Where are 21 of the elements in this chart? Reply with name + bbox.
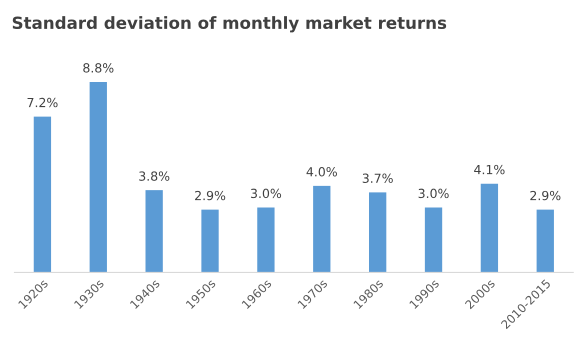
bar [34,116,52,272]
bar [257,207,275,272]
bar [90,82,107,272]
data-label: 2.9% [195,190,226,200]
bar [201,210,219,272]
data-label: 3.0% [250,188,282,198]
data-label: 4.0% [306,167,337,176]
data-label: 8.8% [83,63,114,73]
bar [368,192,386,272]
bar [313,186,330,272]
data-label: 2.9% [530,190,560,200]
bar [424,207,442,272]
bar [146,190,163,272]
bar [480,184,498,272]
bar [536,210,554,272]
data-label: 3.0% [418,188,449,198]
data-label: 7.2% [28,98,58,108]
data-label: 3.8% [139,171,170,181]
data-label: 4.1% [474,164,505,174]
data-label: 3.7% [362,174,393,183]
chart-title: Standard deviation of monthly market returns [12,16,446,32]
